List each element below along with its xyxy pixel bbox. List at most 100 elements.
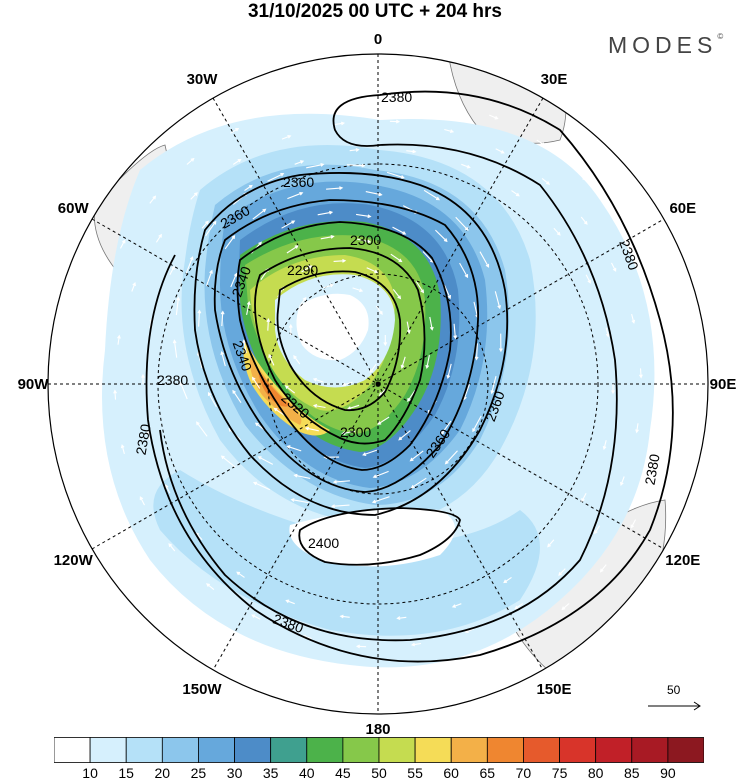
wind-arrow (580, 216, 588, 225)
wind-arrow (304, 426, 319, 432)
contour-label: 2380 (381, 89, 412, 105)
colorbar-swatch (414, 737, 452, 763)
colorbar-tick-label: 55 (407, 765, 423, 781)
wind-arrow (372, 470, 389, 479)
colorbar-tick-label: 75 (551, 765, 568, 781)
wind-arrow (175, 296, 181, 316)
wind-arrow (389, 119, 401, 124)
wind-arrow (423, 189, 440, 201)
wind-arrow (165, 484, 171, 494)
wind-arrow (131, 282, 136, 292)
wind-arrow (613, 213, 621, 223)
reference-vector-label: 50 (667, 683, 681, 697)
wind-arrow (293, 355, 301, 365)
wind-arrow (190, 192, 198, 200)
contour-2380-outer (145, 90, 674, 663)
wind-arrow (558, 568, 566, 576)
colorbar-swatch (450, 737, 488, 763)
longitude-label: 30W (187, 71, 219, 88)
wind-arrow (362, 449, 378, 456)
wind-arrow (232, 158, 242, 165)
height-contours (145, 90, 674, 663)
wind-arrow (87, 340, 92, 351)
wind-arrow (490, 375, 497, 395)
wind-arrow (366, 267, 379, 274)
wind-arrow (547, 539, 555, 548)
colorbar-swatch (523, 737, 560, 763)
colorbar-tick-label: 45 (335, 765, 351, 781)
wind-arrow (251, 376, 261, 389)
wind-arrow (635, 423, 639, 434)
wind-arrow (299, 296, 307, 307)
wind-arrow (110, 498, 116, 508)
wind-arrow (406, 149, 417, 154)
pole-marker (375, 381, 381, 387)
wind-arrow (495, 148, 505, 154)
wind-arrow (301, 265, 313, 273)
wind-arrow (357, 238, 372, 244)
wind-arrow (201, 220, 209, 229)
wind-arrow (474, 343, 479, 361)
wind-arrow (341, 430, 356, 436)
colorbar-swatch (342, 737, 380, 763)
wind-arrow (602, 440, 607, 451)
wind-arrow (257, 456, 274, 465)
wind-arrow (266, 318, 271, 331)
contour-label: 2400 (308, 535, 339, 551)
wind-arrow (210, 622, 220, 629)
colorbar-tick-label: 35 (262, 765, 279, 781)
colorbar-swatch (270, 737, 308, 763)
longitude-label: 0 (374, 31, 382, 48)
wind-vectors (85, 91, 671, 677)
contour-2340 (213, 199, 479, 493)
wind-arrow (410, 477, 427, 489)
wind-arrow (444, 128, 455, 134)
wind-arrow (453, 323, 458, 340)
wind-arrow (392, 289, 402, 300)
colorbar-tick-label: 10 (82, 765, 98, 781)
wind-arrow (459, 262, 469, 279)
wind-arrow (435, 229, 448, 243)
wind-arrow (516, 634, 526, 640)
colorbar-swatch (198, 737, 235, 763)
wind-arrow (207, 391, 217, 408)
wind-arrow (186, 157, 195, 165)
wind-arrow (498, 333, 503, 353)
contour-2300 (254, 247, 426, 445)
colorbar-tick-label: 85 (624, 765, 640, 781)
wind-arrow (639, 368, 643, 379)
colorbar-swatch (89, 737, 127, 763)
wind-arrow (278, 106, 289, 111)
wind-arrow (287, 191, 304, 200)
wind-arrow (169, 265, 175, 276)
polar-map: 2380 2360 2360 2340 2340 2320 2300 2300 … (18, 31, 737, 738)
contour-2400 (298, 507, 461, 566)
wind-arrow (451, 603, 462, 608)
colorbar-swatch (486, 737, 524, 763)
wind-arrow (494, 291, 502, 310)
contour-label: 2300 (340, 424, 371, 440)
wind-arrow (415, 281, 425, 294)
wind-arrow (205, 269, 213, 286)
wind-arrow (242, 339, 247, 354)
colorbar-swatch (234, 737, 272, 763)
wind-arrow (414, 670, 425, 675)
wind-arrow (561, 603, 570, 611)
longitude-label: 60E (669, 200, 696, 217)
wind-arrow (317, 210, 334, 216)
logo-text: MODES (608, 32, 718, 58)
colorbar-swatch (125, 737, 163, 763)
wind-arrow (425, 354, 430, 370)
wind-arrow (652, 469, 657, 480)
colorbar-tick-label: 20 (154, 765, 171, 781)
wind-arrow (286, 445, 302, 452)
wind-arrow (611, 384, 615, 395)
wind-arrow (92, 447, 97, 458)
wind-arrow (375, 305, 383, 315)
wind-arrow (230, 128, 240, 134)
wind-arrow (479, 251, 490, 268)
wind-arrow (139, 496, 145, 506)
wind-arrow (346, 404, 360, 410)
contour-label: 2380 (642, 453, 663, 487)
longitude-label: 150W (182, 681, 222, 698)
